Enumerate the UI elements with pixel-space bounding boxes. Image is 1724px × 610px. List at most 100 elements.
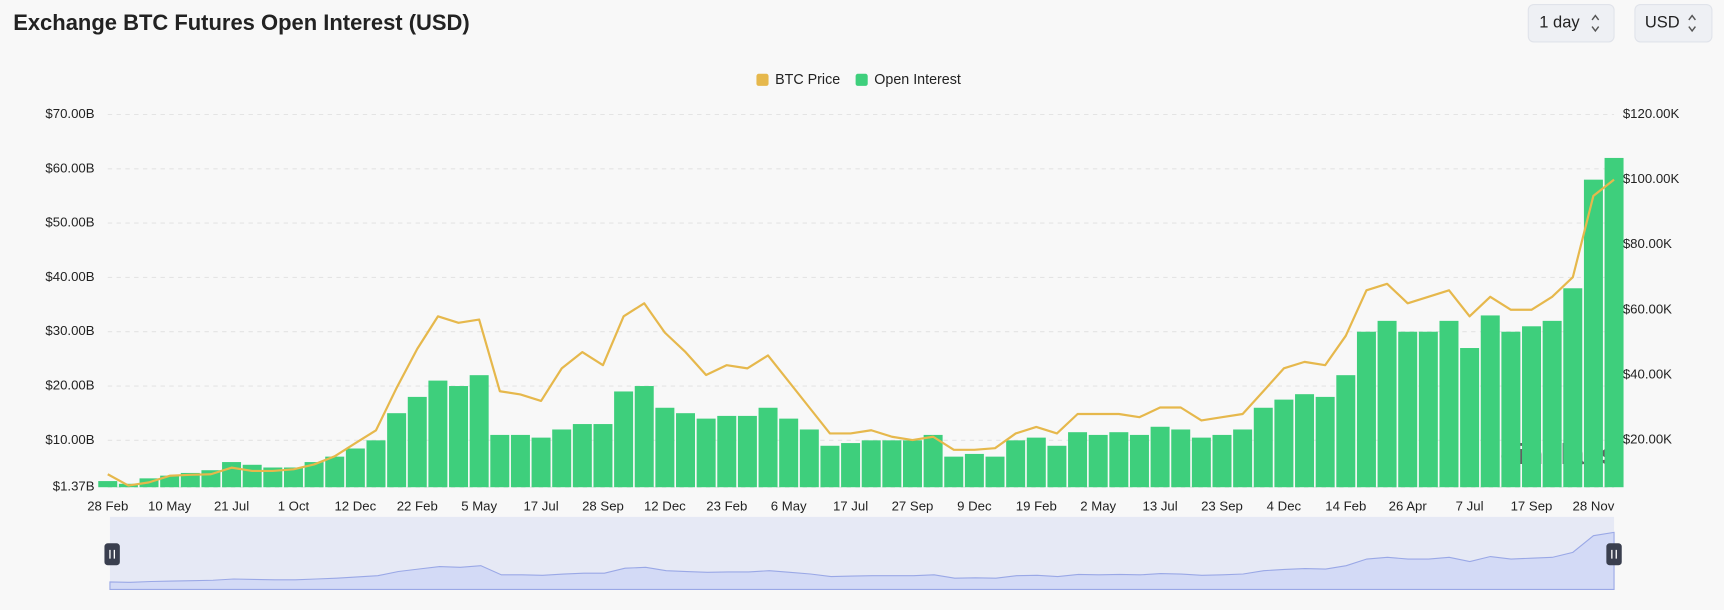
navigator-handle[interactable] — [104, 543, 120, 566]
y2-tick-label: $120.00K — [1623, 106, 1680, 121]
bar — [407, 396, 427, 488]
bar — [1315, 396, 1335, 488]
x-tick-label: 21 Jul — [214, 498, 249, 513]
bar — [1129, 434, 1149, 488]
select-label[interactable]: 1 day — [1539, 14, 1580, 32]
bar — [861, 440, 881, 488]
y2-tick-label: $60.00K — [1623, 301, 1672, 316]
handle-grip — [109, 549, 116, 559]
bar — [1274, 399, 1294, 488]
bar — [98, 481, 118, 488]
x-tick-label: 4 Dec — [1267, 498, 1302, 513]
bar — [1418, 331, 1438, 488]
navigator[interactable] — [104, 516, 1622, 591]
x-tick-label: 23 Sep — [1201, 498, 1243, 513]
bar — [1150, 426, 1170, 488]
bar — [737, 415, 757, 488]
x-tick-label: 26 Apr — [1389, 498, 1428, 513]
bar — [634, 386, 654, 488]
bar — [490, 434, 510, 488]
x-tick-label: 17 Sep — [1511, 498, 1553, 513]
bar — [1047, 445, 1067, 488]
bar — [1088, 434, 1108, 488]
y-tick-label: $20.00B — [45, 378, 94, 393]
x-tick-label: 12 Dec — [334, 498, 376, 513]
bar — [531, 437, 551, 488]
handle-body — [104, 543, 120, 566]
x-tick-label: 28 Nov — [1573, 498, 1615, 513]
bar — [1439, 320, 1459, 488]
x-tick-label: 1 Oct — [278, 498, 310, 513]
x-tick-label: 22 Feb — [397, 498, 438, 513]
bar — [552, 429, 572, 488]
bar — [263, 467, 283, 488]
bar — [923, 434, 943, 488]
y-tick-label: $1.37B — [53, 479, 95, 494]
legend-label: Open Interest — [874, 72, 961, 88]
bar — [1480, 315, 1500, 488]
page-title: Exchange BTC Futures Open Interest (USD) — [13, 10, 470, 35]
bar — [696, 418, 716, 488]
bar — [345, 448, 365, 488]
legend-label: BTC Price — [775, 72, 840, 88]
bar — [593, 424, 613, 488]
bar — [614, 391, 634, 488]
bar — [964, 453, 984, 488]
select-box[interactable] — [1634, 3, 1713, 43]
bar — [1377, 320, 1397, 488]
bar — [469, 375, 489, 488]
x-tick-label: 28 Sep — [582, 498, 624, 513]
x-tick-label: 17 Jul — [833, 498, 868, 513]
bar — [1336, 375, 1356, 488]
bar — [428, 380, 448, 488]
y-tick-label: $40.00B — [45, 269, 94, 284]
select-box[interactable] — [1527, 3, 1615, 43]
bar — [1109, 432, 1129, 488]
bar — [820, 445, 840, 488]
bar — [717, 415, 737, 488]
price-line — [107, 178, 1615, 487]
x-tick-label: 5 May — [461, 498, 497, 513]
bar — [1233, 429, 1253, 488]
handle-body — [1606, 543, 1622, 566]
bar — [222, 462, 242, 488]
bar — [283, 467, 303, 488]
bar — [1026, 437, 1046, 488]
bar — [676, 413, 696, 488]
bar — [1522, 326, 1542, 488]
bar — [1212, 434, 1232, 488]
bar — [366, 440, 386, 488]
bar — [902, 440, 922, 488]
bar — [1171, 429, 1191, 488]
bar — [1356, 331, 1376, 488]
y-tick-label: $60.00B — [45, 160, 94, 175]
x-tick-label: 12 Dec — [644, 498, 686, 513]
select-label[interactable]: USD — [1645, 14, 1680, 32]
bar — [944, 456, 964, 488]
legend: BTC Price Open Interest — [756, 72, 961, 88]
interval-select[interactable]: 1 day — [1527, 3, 1615, 43]
y-tick-label: $30.00B — [45, 323, 94, 338]
navigator-handle[interactable] — [1606, 543, 1622, 566]
bar — [1542, 320, 1562, 488]
bar — [758, 407, 778, 488]
y-tick-label: $50.00B — [45, 215, 94, 230]
x-tick-label: 19 Feb — [1016, 498, 1057, 513]
x-tick-label: 14 Feb — [1325, 498, 1366, 513]
chevron-icon — [1591, 14, 1600, 33]
bar — [180, 472, 200, 488]
bar — [1295, 394, 1315, 488]
bar — [779, 418, 799, 488]
x-tick-label: 17 Jul — [523, 498, 558, 513]
navigator-area — [109, 531, 1615, 591]
y-tick-label: $10.00B — [45, 432, 94, 447]
currency-select[interactable]: USD — [1634, 3, 1713, 43]
bar — [160, 475, 180, 488]
bar — [1460, 348, 1480, 488]
bar — [387, 413, 407, 488]
bar — [1068, 432, 1088, 488]
bar — [325, 456, 345, 488]
bar — [242, 464, 262, 488]
bar — [449, 386, 469, 488]
